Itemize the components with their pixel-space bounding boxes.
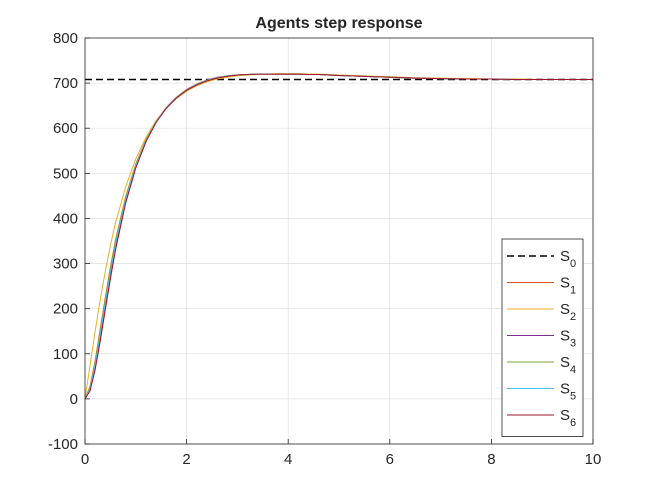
legend-label-subscript: 5 [570, 391, 576, 403]
series-lines [84, 73, 593, 400]
x-tick-label: 0 [81, 451, 89, 468]
plot-frame [84, 37, 594, 445]
legend-label-name: S [560, 381, 570, 398]
legend-label: S4 [560, 354, 576, 376]
legend-label: S5 [560, 381, 576, 403]
legend-label-subscript: 1 [570, 285, 576, 297]
legend-label-name: S [560, 275, 570, 292]
legend-label: S6 [560, 407, 576, 429]
x-tick-label: 4 [284, 451, 292, 468]
y-tick-label: -100 [48, 436, 78, 453]
y-tick-label: 400 [53, 210, 78, 227]
legend-label-name: S [560, 248, 570, 265]
legend-label-subscript: 3 [570, 338, 576, 350]
x-tick-label: 10 [585, 451, 602, 468]
legend-label: S2 [560, 301, 576, 323]
legend-label-subscript: 0 [570, 258, 576, 270]
legend-label-name: S [560, 407, 570, 424]
y-tick-label: 700 [53, 75, 78, 92]
y-tick-label: 200 [53, 301, 78, 318]
legend-box [501, 238, 584, 437]
legend-label-name: S [560, 301, 570, 318]
y-tick-label: 500 [53, 165, 78, 182]
legend-label-subscript: 4 [570, 364, 576, 376]
legend-label-name: S [560, 354, 570, 371]
x-tick-label: 8 [487, 451, 495, 468]
y-tick-label: 600 [53, 120, 78, 137]
legend-label: S1 [560, 275, 576, 297]
y-tick-label: 300 [53, 256, 78, 273]
legend-label-name: S [560, 328, 570, 345]
legend-label-subscript: 2 [570, 311, 576, 323]
y-tick-label: 0 [70, 391, 78, 408]
legend-label: S0 [560, 248, 576, 270]
y-tick-label: 100 [53, 346, 78, 363]
legend-label-subscript: 6 [570, 417, 576, 429]
legend-label: S3 [560, 328, 576, 350]
series-line-s6 [84, 73, 593, 400]
chart-title: Agents step response [255, 15, 422, 32]
x-tick-label: 2 [182, 451, 190, 468]
y-tick-label: 800 [53, 30, 78, 47]
x-tick-label: 6 [386, 451, 394, 468]
